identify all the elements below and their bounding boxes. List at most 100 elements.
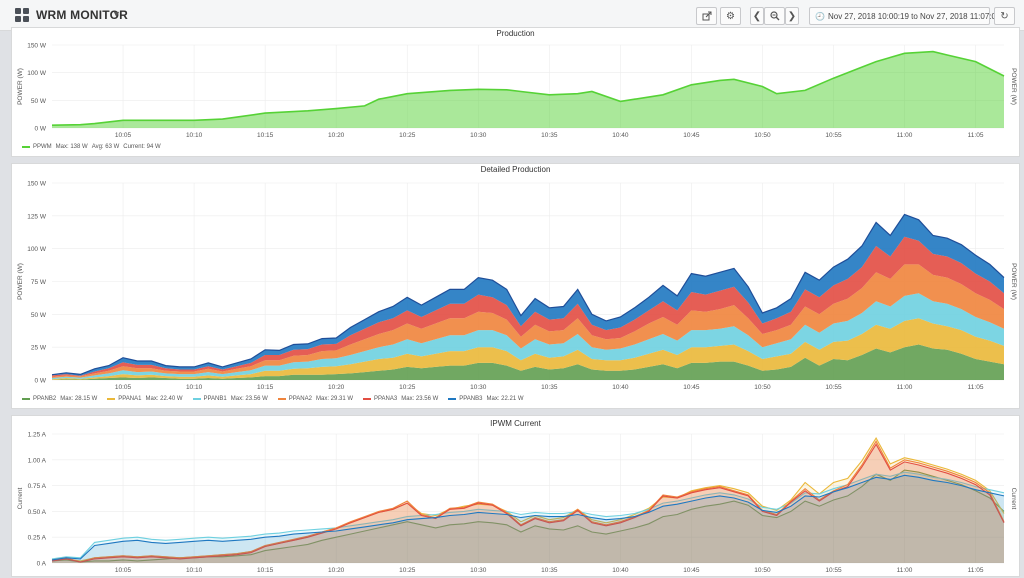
y-tick-label: 1.25 A — [28, 432, 47, 439]
legend-current: Current: 94 W — [123, 144, 161, 150]
legend-max: Max: 28.15 W — [60, 396, 98, 402]
legend-swatch — [192, 398, 201, 400]
settings-button[interactable]: ⚙ — [720, 7, 741, 25]
detailed-production-chart[interactable]: 0 W 25 W 50 W 75 W 100 W 125 W 150 W 10:05 10:10… — [12, 164, 1021, 410]
x-tick-label: 11:05 — [968, 567, 984, 574]
legend-item-ppanb3[interactable]: PPANB3 Max: 22.21 W — [448, 396, 524, 402]
x-tick-label: 10:55 — [825, 384, 842, 391]
legend-swatch — [448, 398, 457, 400]
grid-app-icon[interactable] — [15, 8, 29, 22]
series-area-ppanb1 — [52, 293, 1004, 380]
x-tick-label: 10:45 — [683, 567, 700, 574]
legend-name: PPANA1 — [118, 396, 142, 402]
y-axis-label-right: Current — [1010, 488, 1017, 510]
series-area-ppana2 — [52, 264, 1004, 378]
x-tick-label: 10:40 — [612, 384, 629, 391]
y-tick-label: 0 A — [37, 561, 47, 568]
x-tick-label: 10:45 — [683, 132, 700, 139]
legend-max: Max: 23.56 W — [401, 396, 439, 402]
time-range-picker[interactable]: 🕘 Nov 27, 2018 10:00:19 to Nov 27, 2018 … — [809, 7, 1000, 25]
y-tick-label: 100 W — [27, 70, 47, 77]
y-tick-label: 150 W — [27, 43, 47, 50]
series-area-ppana2 — [52, 441, 1004, 563]
y-tick-label: 50 W — [31, 98, 47, 105]
x-tick-label: 10:30 — [470, 132, 487, 139]
legend-max: Max: 22.40 W — [145, 396, 183, 402]
series-area-ppana1 — [52, 438, 1004, 563]
legend-swatch — [22, 398, 30, 400]
x-tick-label: 10:30 — [470, 384, 487, 391]
y-tick-label: 0 W — [34, 378, 46, 385]
y-tick-label: 0.75 A — [28, 483, 47, 490]
share-button[interactable] — [696, 7, 717, 25]
legend-max: Max: 138 W — [55, 144, 88, 150]
legend-name: PPANB2 — [33, 396, 57, 402]
legend-max: Max: 22.21 W — [486, 396, 524, 402]
magnifier-icon — [769, 11, 779, 21]
y-tick-label: 1.00 A — [28, 457, 47, 464]
y-tick-label: 0.25 A — [28, 535, 47, 542]
clock-icon: 🕘 — [815, 11, 825, 21]
x-tick-label: 11:00 — [897, 567, 913, 574]
x-tick-label: 10:15 — [257, 567, 274, 574]
x-tick-label: 10:10 — [186, 567, 203, 574]
series-line-ppanb3 — [51, 474, 1005, 561]
x-tick-label: 10:20 — [328, 132, 345, 139]
x-tick-label: 10:05 — [115, 132, 132, 139]
x-tick-label: 10:55 — [825, 567, 842, 574]
zoom-out-button[interactable] — [764, 7, 785, 25]
x-tick-label: 10:40 — [612, 132, 629, 139]
y-tick-label: 0 W — [34, 126, 46, 133]
legend-swatch — [277, 398, 286, 400]
caret-down-icon[interactable]: ▼ — [112, 9, 121, 19]
series-area-ppana3 — [52, 236, 1004, 377]
legend-name: PPANA3 — [374, 396, 398, 402]
legend-avg: Avg: 63 W — [91, 144, 120, 150]
legend-max: Max: 23.56 W — [230, 396, 268, 402]
production-chart[interactable]: 0 W 50 W 100 W 150 W 10:05 10:10 10:15 10:20 10:… — [12, 28, 1021, 158]
series-line-ppana3 — [51, 443, 1005, 563]
legend-item-ppana2[interactable]: PPANA2 Max: 29.31 W — [277, 396, 353, 402]
legend-swatch — [22, 146, 30, 148]
x-tick-label: 10:15 — [257, 132, 274, 139]
x-tick-label: 11:05 — [968, 132, 984, 139]
legend-name: PPANB3 — [459, 396, 483, 402]
x-tick-label: 10:35 — [541, 132, 558, 139]
y-axis-label: Current — [17, 487, 24, 509]
x-tick-label: 10:25 — [399, 384, 416, 391]
dashboard-title[interactable]: WRM MONITOR — [36, 8, 128, 22]
x-tick-label: 10:55 — [825, 132, 842, 139]
legend-item-ppana1[interactable]: PPANA1 Max: 22.40 W — [107, 396, 183, 402]
series-area-ppwm — [52, 51, 1004, 128]
gear-icon: ⚙ — [726, 10, 735, 22]
series-area-ppanb2 — [52, 470, 1004, 563]
refresh-button[interactable]: ↻ — [994, 7, 1015, 25]
series-line-ppana2 — [51, 440, 1005, 563]
legend-swatch — [363, 398, 371, 400]
series-line-ppwm — [51, 50, 1005, 126]
time-back-button[interactable]: ❮ — [750, 7, 764, 25]
legend-item-ppanb1[interactable]: PPANB1 Max: 23.56 W — [192, 396, 268, 402]
x-tick-label: 10:05 — [115, 384, 132, 391]
legend-item-ppwm[interactable]: PPWM Max: 138 W Avg: 63 W Current: 94 W — [22, 144, 161, 150]
production-legend: PPWM Max: 138 W Avg: 63 W Current: 94 W — [22, 144, 171, 150]
panel-title: Production — [496, 29, 535, 38]
panel-title: IPWM Current — [490, 419, 541, 428]
legend-name: PPANA2 — [288, 396, 312, 402]
x-tick-label: 10:40 — [612, 567, 629, 574]
legend-swatch — [107, 398, 116, 400]
legend-item-ppana3[interactable]: PPANA3 Max: 23.56 W — [363, 396, 438, 402]
x-tick-label: 10:35 — [541, 567, 558, 574]
y-axis-label: POWER (W) — [17, 263, 24, 300]
ipwm-current-chart[interactable]: 0 A 0.25 A 0.50 A 0.75 A 1.00 A 1.25 A 10:05 10… — [12, 416, 1021, 578]
series-area-ppanb2 — [52, 344, 1004, 380]
y-axis-label-right: POWER (W) — [1010, 263, 1017, 300]
series-area-ppana1 — [52, 318, 1004, 380]
time-forward-button[interactable]: ❯ — [785, 7, 799, 25]
x-tick-label: 10:10 — [186, 132, 203, 139]
series-area-ppana3 — [52, 444, 1004, 563]
legend-item-ppanb2[interactable]: PPANB2 Max: 28.15 W — [22, 396, 97, 402]
x-tick-label: 10:15 — [257, 384, 274, 391]
y-tick-label: 150 W — [27, 181, 47, 188]
x-tick-label: 11:05 — [968, 384, 984, 391]
